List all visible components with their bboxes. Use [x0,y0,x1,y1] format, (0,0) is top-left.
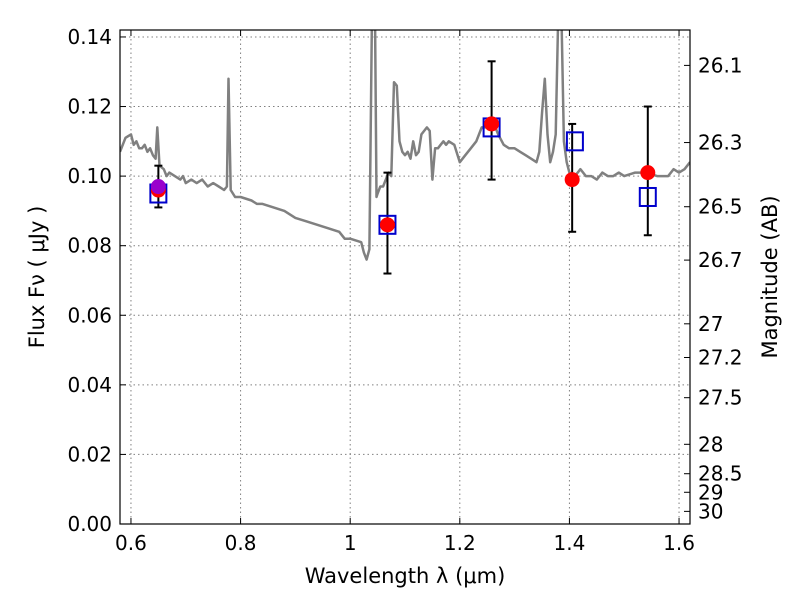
y-tick-label: 0.12 [67,95,112,119]
plot-area [120,30,690,524]
y-tick-label: 0.14 [67,25,112,49]
y2-tick-label: 28.5 [698,462,743,486]
y2-tick-label: 27.5 [698,386,743,410]
x-tick-label: 1.2 [444,531,476,555]
y2-tick-label: 26.7 [698,248,743,272]
y-axis-label: Flux Fν ( μJy ) [25,206,49,349]
x-axis-label: Wavelength λ (μm) [305,564,506,588]
y-tick-label: 0.08 [67,234,112,258]
data-layer [120,30,690,275]
observed-circle-marker [640,165,656,181]
observed-circle-marker [484,116,500,132]
y2-tick-label: 30 [698,499,723,523]
y2-tick-label: 26.3 [698,131,743,155]
ticks: 0.6 0.8 1 1.2 1.4 1.6 0.00 0.02 0.04 0.06 0.08 0.10… [67,25,742,555]
observed-circle-marker [564,172,580,188]
y-tick-label: 0.00 [67,512,112,536]
x-tick-label: 1.6 [663,531,695,555]
y2-tick-label: 26.5 [698,195,743,219]
plot-frame [119,29,691,525]
y2-tick-label: 26.1 [698,53,743,77]
y2-tick-label: 29 [698,480,723,504]
y2-tick-label: 27.2 [698,345,743,369]
x-tick-label: 0.8 [225,531,257,555]
spectrum-line [120,30,690,261]
y-tick-label: 0.10 [67,164,112,188]
model-square-marker [565,131,584,152]
y2-axis-label: Magnitude (AB) [758,195,782,358]
x-tick-label: 1 [344,531,357,555]
x-tick-label: 0.6 [115,531,147,555]
y2-tick-label: 28 [698,432,723,456]
model-square-marker [378,214,397,235]
y-tick-label: 0.06 [67,303,112,327]
x-tick-label: 1.4 [554,531,586,555]
model-square-marker [638,186,657,207]
observed-circle-marker [150,179,166,195]
observed-circle-marker [379,217,395,233]
y-tick-label: 0.04 [67,373,112,397]
y-tick-label: 0.02 [67,442,112,466]
y2-tick-label: 27 [698,312,723,336]
